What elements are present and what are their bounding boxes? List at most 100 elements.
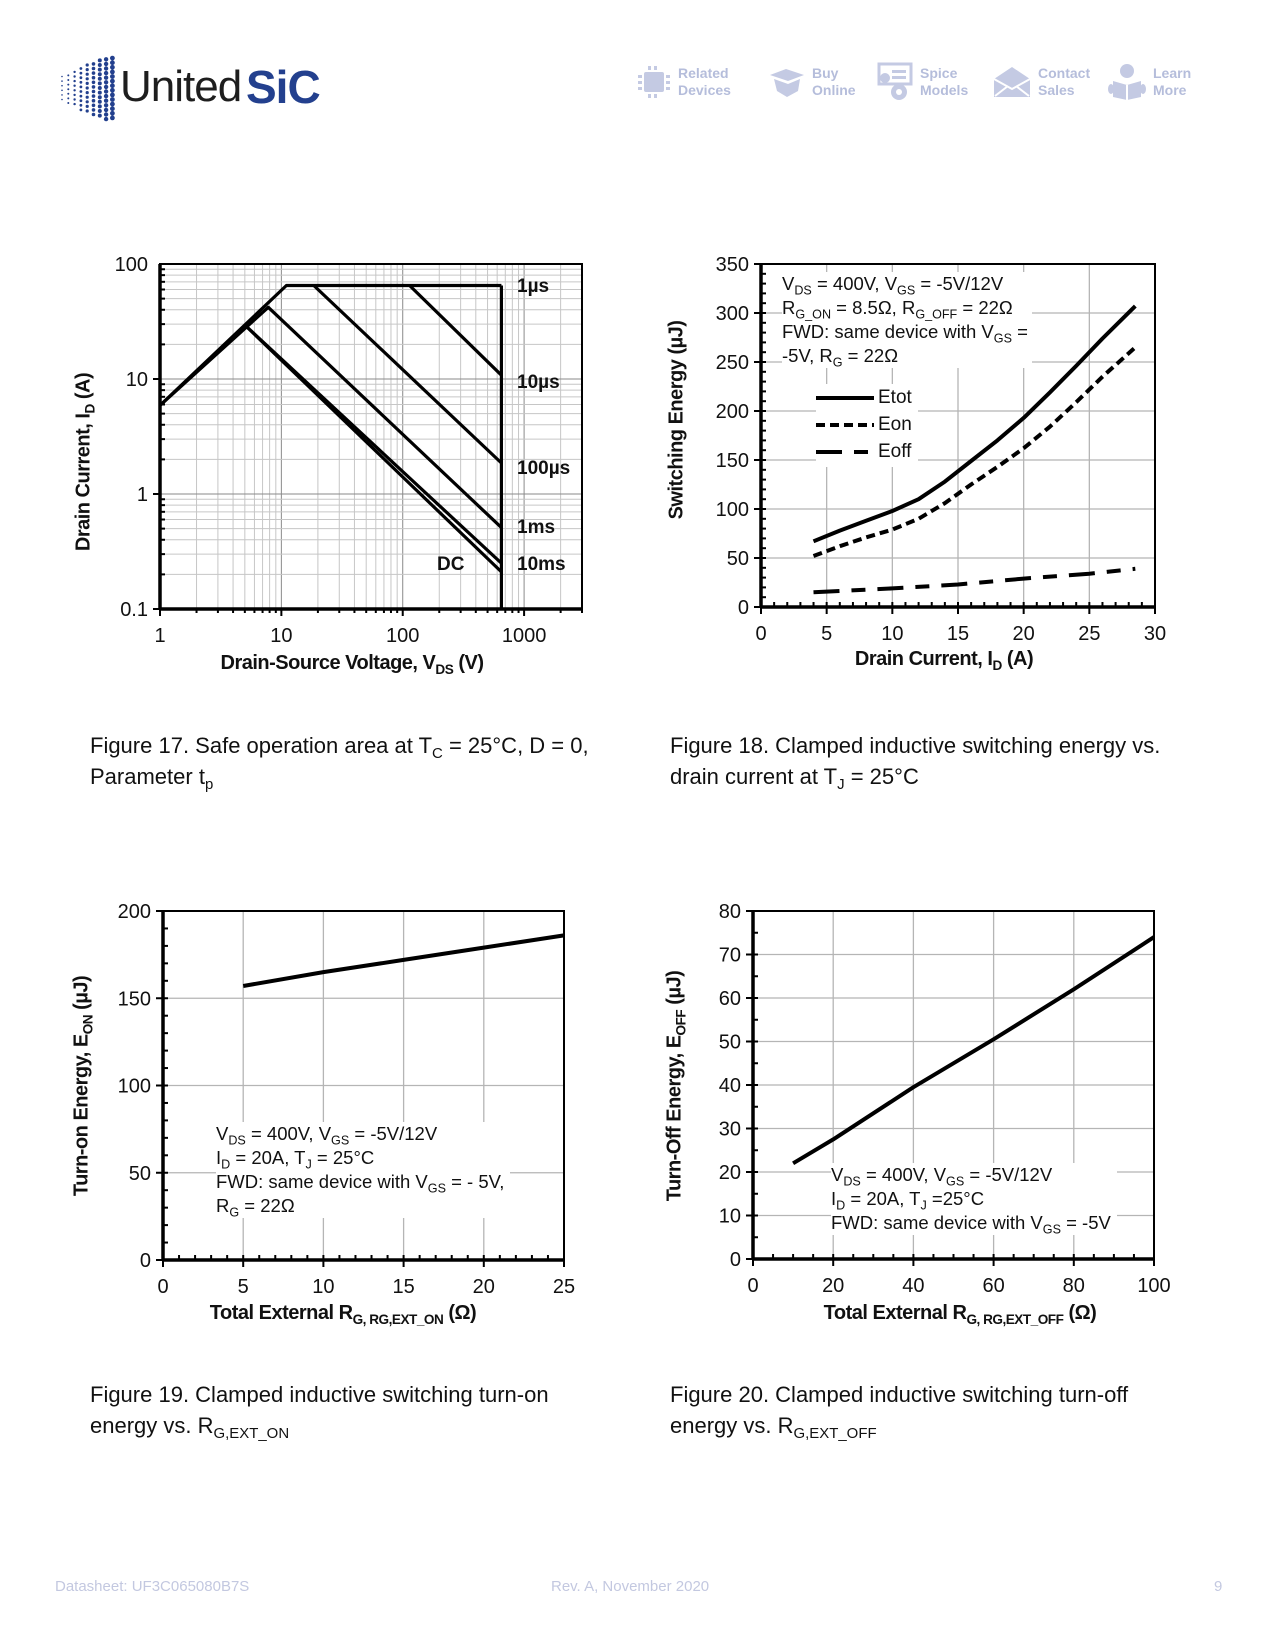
logo-dot — [110, 64, 115, 70]
series-line-1ms — [158, 305, 503, 529]
series-line-10s — [408, 284, 503, 377]
nav-contact-sales[interactable]: Contact Sales — [992, 62, 1090, 102]
text-run: V — [216, 1123, 229, 1144]
text-line: FWD: same device with VGS = — [782, 320, 1028, 345]
series-label: 10ms — [517, 554, 566, 575]
logo-dot — [91, 80, 96, 85]
x-tick-label: 5 — [238, 1276, 249, 1298]
series-label: 1ms — [517, 517, 555, 538]
subscript: DS — [228, 1133, 246, 1148]
subscript: ON — [80, 1014, 96, 1035]
x-tick-label: 1000 — [502, 625, 547, 647]
x-tick-label: 25 — [553, 1276, 575, 1298]
nav-related-devices[interactable]: Related Devices — [636, 62, 731, 102]
logo-dot — [91, 71, 96, 75]
text-run: Drain Current, I — [854, 648, 993, 670]
x-tick-label: 0 — [755, 623, 766, 645]
nav-label: Buy — [812, 65, 839, 81]
text-run: = -5V/12V — [915, 273, 1004, 294]
text-run: = - 5V, — [445, 1171, 505, 1192]
fig17-x-axis-title: Drain-Source Voltage, VDS (V) — [221, 652, 484, 676]
fig17-caption: Figure 17. Safe operation area at TC = 2… — [90, 730, 589, 792]
text-run: (V) — [453, 652, 484, 674]
logo-dot — [110, 87, 115, 93]
logo-dot — [103, 84, 109, 90]
reader-icon — [1108, 64, 1146, 100]
text-line: RG = 22Ω — [216, 1194, 504, 1220]
x-tick-label: 10 — [312, 1276, 334, 1298]
logo-dot — [103, 89, 109, 94]
unitedsic-logo[interactable]: United SiC — [58, 52, 338, 124]
footer-datasheet-id: Datasheet: UF3C065080B7S — [55, 1578, 250, 1595]
nav-buy-online[interactable]: Buy Online — [768, 62, 856, 102]
gears-icon — [877, 62, 913, 100]
logo-dot — [97, 63, 102, 67]
subscript: GS — [331, 1133, 350, 1148]
fig20-caption: Figure 20. Clamped inductive switching t… — [670, 1379, 1128, 1441]
logo-dot — [103, 103, 109, 108]
text-line: RG_ON = 8.5Ω, RG_OFF = 22Ω — [782, 296, 1028, 321]
logo-dot — [85, 86, 89, 90]
text-run: Figure 20. Clamped inductive switching t… — [670, 1382, 1129, 1407]
logo-dot — [97, 104, 102, 109]
x-tick-label: 40 — [902, 1275, 924, 1297]
text-line: energy vs. RG,EXT_OFF — [670, 1410, 1128, 1441]
legend-item-etot: Etot — [816, 384, 912, 411]
series-line-eon — [242, 933, 565, 988]
nav-label: Learn — [1153, 65, 1192, 81]
logo-dot — [85, 63, 89, 67]
logo-dot — [91, 112, 96, 117]
box-icon — [770, 69, 804, 97]
logo-dot — [61, 98, 63, 101]
text-line: Figure 19. Clamped inductive switching t… — [90, 1379, 549, 1410]
fig18-caption: Figure 18. Clamped inductive switching e… — [670, 730, 1160, 792]
subscript: G — [229, 1205, 240, 1220]
y-tick-label: 10 — [126, 369, 148, 391]
x-tick-label: 15 — [392, 1276, 414, 1298]
y-tick-label: 50 — [129, 1163, 151, 1185]
logo-dot — [97, 72, 102, 77]
logo-dot — [103, 98, 109, 103]
text-line: VDS = 400V, VGS = -5V/12V — [782, 272, 1028, 297]
logo-dot — [73, 98, 76, 101]
x-tick-label: 10 — [881, 623, 903, 645]
logo-dot — [97, 95, 102, 100]
nav-spice-models[interactable]: Spice Models — [876, 62, 968, 102]
logo-dot — [97, 81, 102, 86]
subscript: G, RG,EXT_OFF — [966, 1311, 1064, 1327]
logo-dot — [103, 75, 109, 80]
text-run: Figure 19. Clamped inductive switching t… — [90, 1382, 549, 1407]
subscript: C — [432, 745, 443, 763]
logo-dot — [79, 94, 83, 98]
nav-learn-more[interactable]: Learn More — [1107, 62, 1191, 102]
logo-dot — [91, 62, 96, 66]
logo-dot — [79, 103, 83, 107]
logo-dots-icon — [61, 55, 115, 122]
y-tick-label: 70 — [719, 945, 741, 967]
x-tick-label: 100 — [386, 625, 419, 647]
series-line-etot — [812, 304, 1137, 544]
logo-dot — [91, 94, 96, 98]
fig19-y-axis-title: Turn-on Energy, EON (µJ) — [71, 976, 96, 1196]
logo-dot — [110, 74, 115, 79]
logo-dot — [79, 80, 83, 84]
logo-dot — [85, 91, 89, 95]
text-run: I — [216, 1147, 222, 1168]
legend-label: Eon — [878, 413, 912, 435]
y-tick-label: 0 — [140, 1250, 151, 1272]
subscript: D — [836, 1198, 846, 1213]
text-run: = 25°C — [844, 764, 919, 789]
nav-label: Devices — [678, 82, 731, 98]
subscript: G, RG,EXT_ON — [352, 1311, 444, 1327]
logo-dot — [91, 66, 96, 71]
x-tick-label: 25 — [1078, 623, 1100, 645]
logo-dot — [103, 66, 109, 71]
text-run: Figure 17. Safe operation area at T — [90, 733, 433, 758]
logo-dot — [73, 79, 76, 83]
nav-label: Contact — [1038, 65, 1091, 81]
legend-label: Eoff — [878, 440, 912, 462]
logo-dot — [110, 106, 115, 112]
text-run: = 25°C, D = 0, — [442, 733, 589, 758]
